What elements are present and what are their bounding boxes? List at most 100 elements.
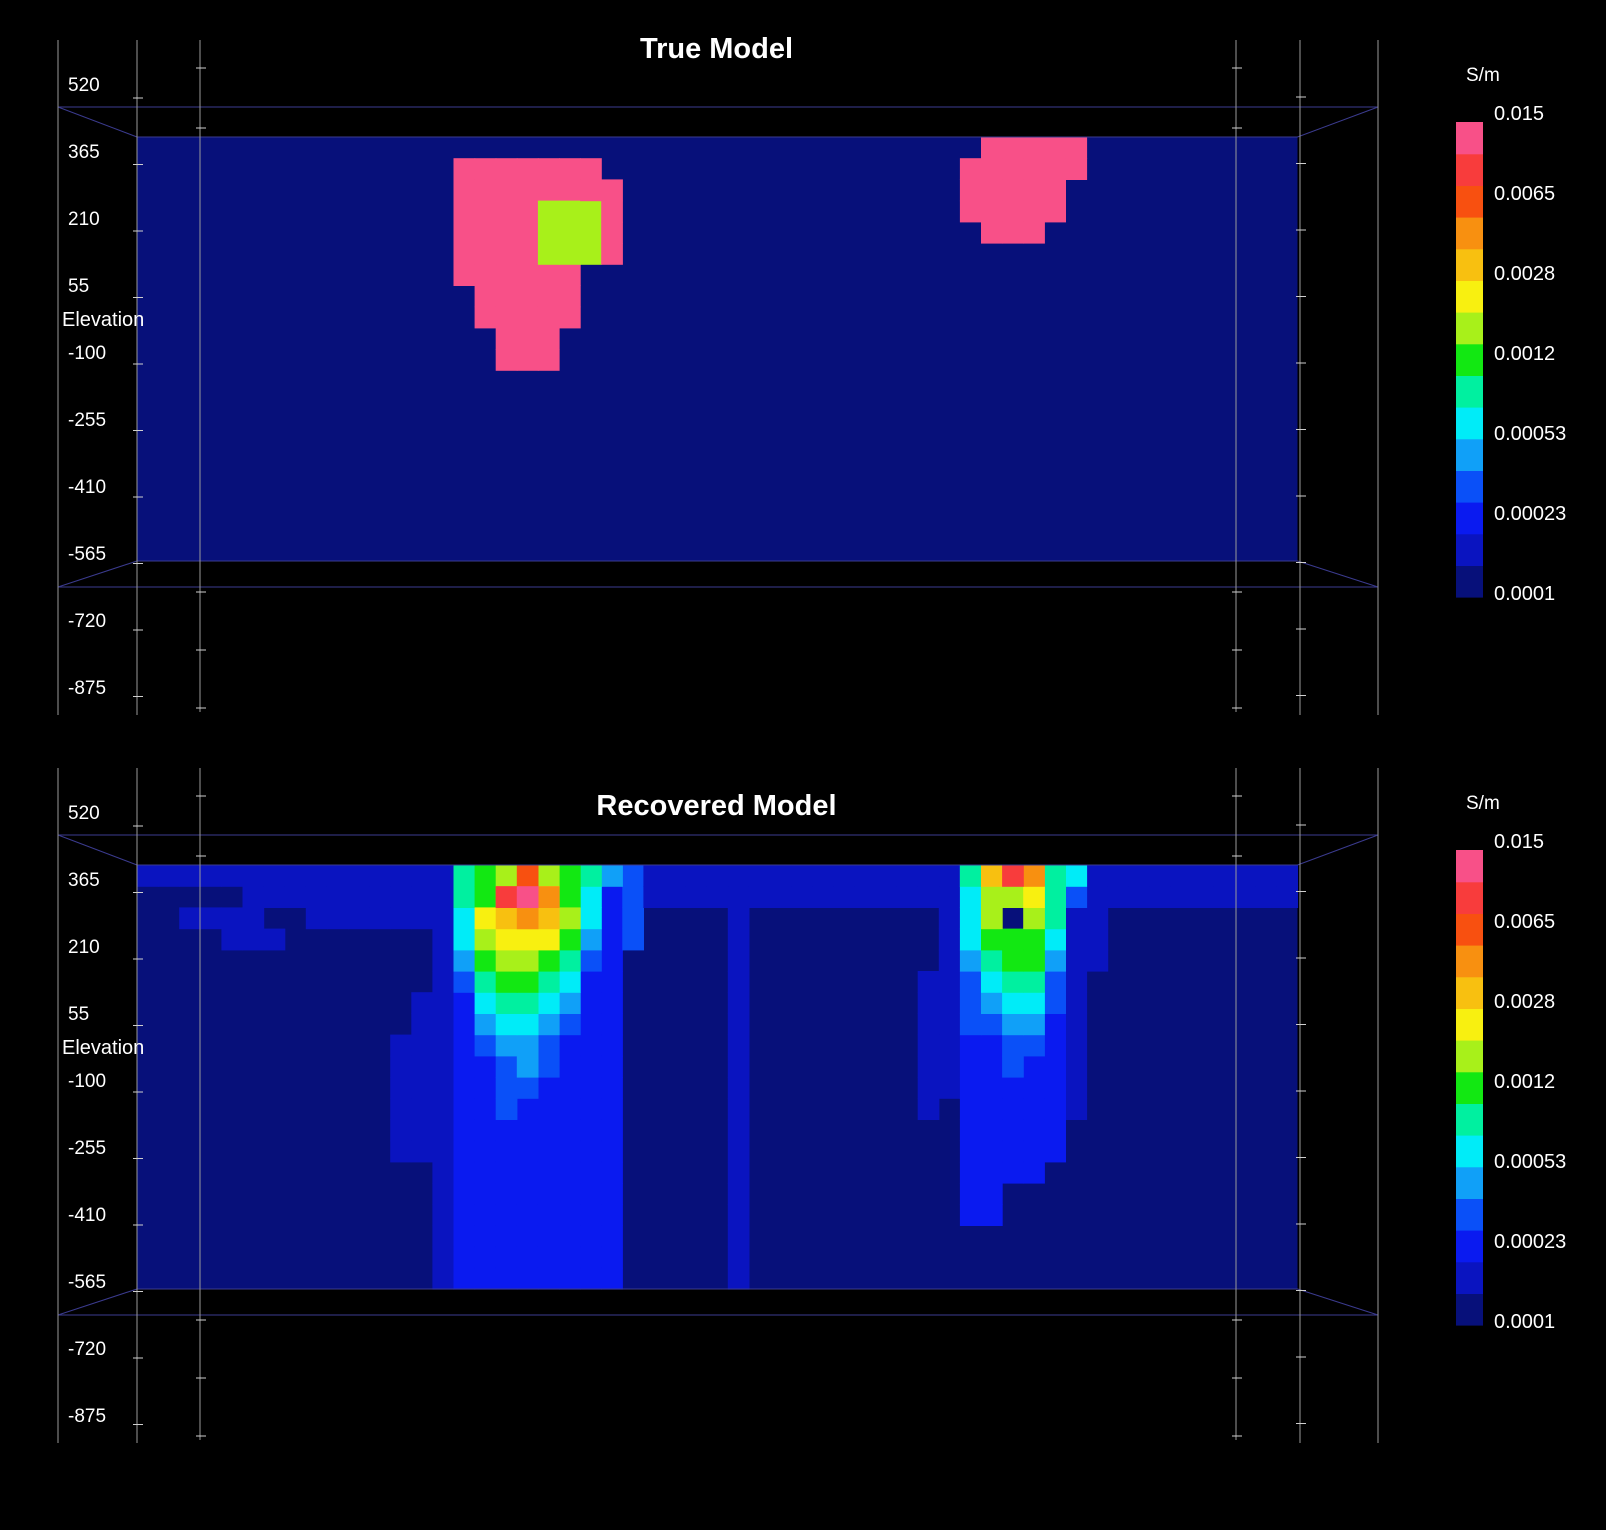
model-cell <box>559 179 581 202</box>
model-cell <box>411 1034 433 1057</box>
colorbar-segment <box>1456 945 1483 978</box>
model-cell <box>981 1098 1003 1120</box>
model-cell <box>411 886 433 908</box>
model-cell <box>1086 949 1109 972</box>
colorbar-segment <box>1456 976 1483 1009</box>
model-cell <box>1107 865 1130 887</box>
model-cell <box>559 949 581 972</box>
elevation-tick: 520 <box>68 75 100 96</box>
frame-edge <box>1297 560 1379 588</box>
model-cell <box>495 1204 518 1226</box>
model-cell <box>1065 865 1088 887</box>
model-cell <box>981 179 1003 202</box>
panel-title: True Model <box>639 33 794 65</box>
model-cell <box>432 1119 455 1142</box>
model-cell <box>981 928 1003 951</box>
model-cell <box>727 1246 750 1269</box>
elevation-tick: -565 <box>68 544 107 565</box>
model-cell <box>959 1055 982 1078</box>
frame-edge <box>57 560 138 588</box>
model-cell <box>727 1013 750 1036</box>
model-cell <box>981 221 1003 244</box>
model-cell <box>453 243 476 265</box>
model-cell <box>580 907 602 930</box>
model-cell <box>390 1140 412 1163</box>
model-cell <box>516 327 539 350</box>
model-cell <box>1128 886 1151 908</box>
model-cell <box>1044 865 1066 887</box>
model-background <box>137 137 1298 561</box>
model-cell <box>1002 971 1024 993</box>
model-cell <box>1276 865 1299 887</box>
model-cell <box>474 1140 497 1163</box>
model-cell <box>706 865 729 887</box>
model-cell <box>516 928 539 951</box>
model-cell <box>559 1246 581 1269</box>
model-cell <box>981 1013 1003 1036</box>
frame-edge <box>57 106 138 138</box>
model-cell <box>727 907 750 930</box>
model-cell <box>727 928 750 951</box>
model-cell <box>432 907 455 930</box>
colorbar-segment <box>1456 470 1483 503</box>
model-cell <box>1065 992 1088 1014</box>
model-cell <box>601 865 623 887</box>
model-cell <box>495 865 518 887</box>
model-cell <box>537 1077 560 1099</box>
model-cell <box>981 1204 1003 1226</box>
model-cell <box>495 907 518 930</box>
model-cell <box>1023 886 1045 908</box>
model-cell <box>1065 971 1088 993</box>
true-model-view <box>57 40 1483 715</box>
model-cell <box>390 1119 412 1142</box>
model-cell <box>1023 1034 1045 1057</box>
model-cell <box>1170 886 1193 908</box>
colorbar-unit: S/m <box>1466 793 1500 814</box>
model-cell <box>601 1204 623 1226</box>
model-cell <box>537 200 560 223</box>
model-cell <box>580 1246 602 1269</box>
model-cell <box>537 928 560 951</box>
model-cell <box>432 992 455 1014</box>
model-cell <box>1002 1055 1024 1078</box>
model-cell <box>1002 865 1024 887</box>
model-cell <box>1002 200 1024 223</box>
model-cell <box>959 886 982 908</box>
model-cell <box>495 1267 518 1290</box>
model-cell <box>432 1204 455 1226</box>
model-cell <box>390 1055 412 1078</box>
model-cell <box>559 285 581 308</box>
model-cell <box>727 1055 750 1078</box>
model-cell <box>537 1225 560 1248</box>
model-cell <box>474 907 497 930</box>
model-cell <box>1002 992 1024 1014</box>
frame-edge <box>1297 834 1379 866</box>
model-cell <box>770 865 792 887</box>
model-cell <box>580 928 602 951</box>
model-cell <box>559 886 581 908</box>
model-cell <box>390 886 412 908</box>
model-cell <box>1002 1161 1024 1184</box>
model-cell <box>516 971 539 993</box>
model-cell <box>453 1013 476 1036</box>
model-cell <box>390 1034 412 1057</box>
colorbar-segment <box>1456 1198 1483 1231</box>
model-cell <box>1002 1098 1024 1120</box>
model-cell <box>1170 865 1193 887</box>
model-cell <box>601 1013 623 1036</box>
model-cell <box>453 221 476 244</box>
model-cell <box>1023 865 1045 887</box>
frame-edge <box>57 834 138 866</box>
model-cell <box>411 1055 433 1078</box>
model-cell <box>601 1034 623 1057</box>
model-cell <box>1023 1140 1045 1163</box>
model-cell <box>158 865 180 887</box>
model-cell <box>580 1225 602 1248</box>
model-cell <box>369 907 391 930</box>
model-cell <box>1149 886 1172 908</box>
model-cell <box>981 200 1003 223</box>
colorbar-segment <box>1456 1103 1483 1136</box>
model-cell <box>559 971 581 993</box>
model-cell <box>1044 907 1066 930</box>
model-cell <box>643 886 666 908</box>
